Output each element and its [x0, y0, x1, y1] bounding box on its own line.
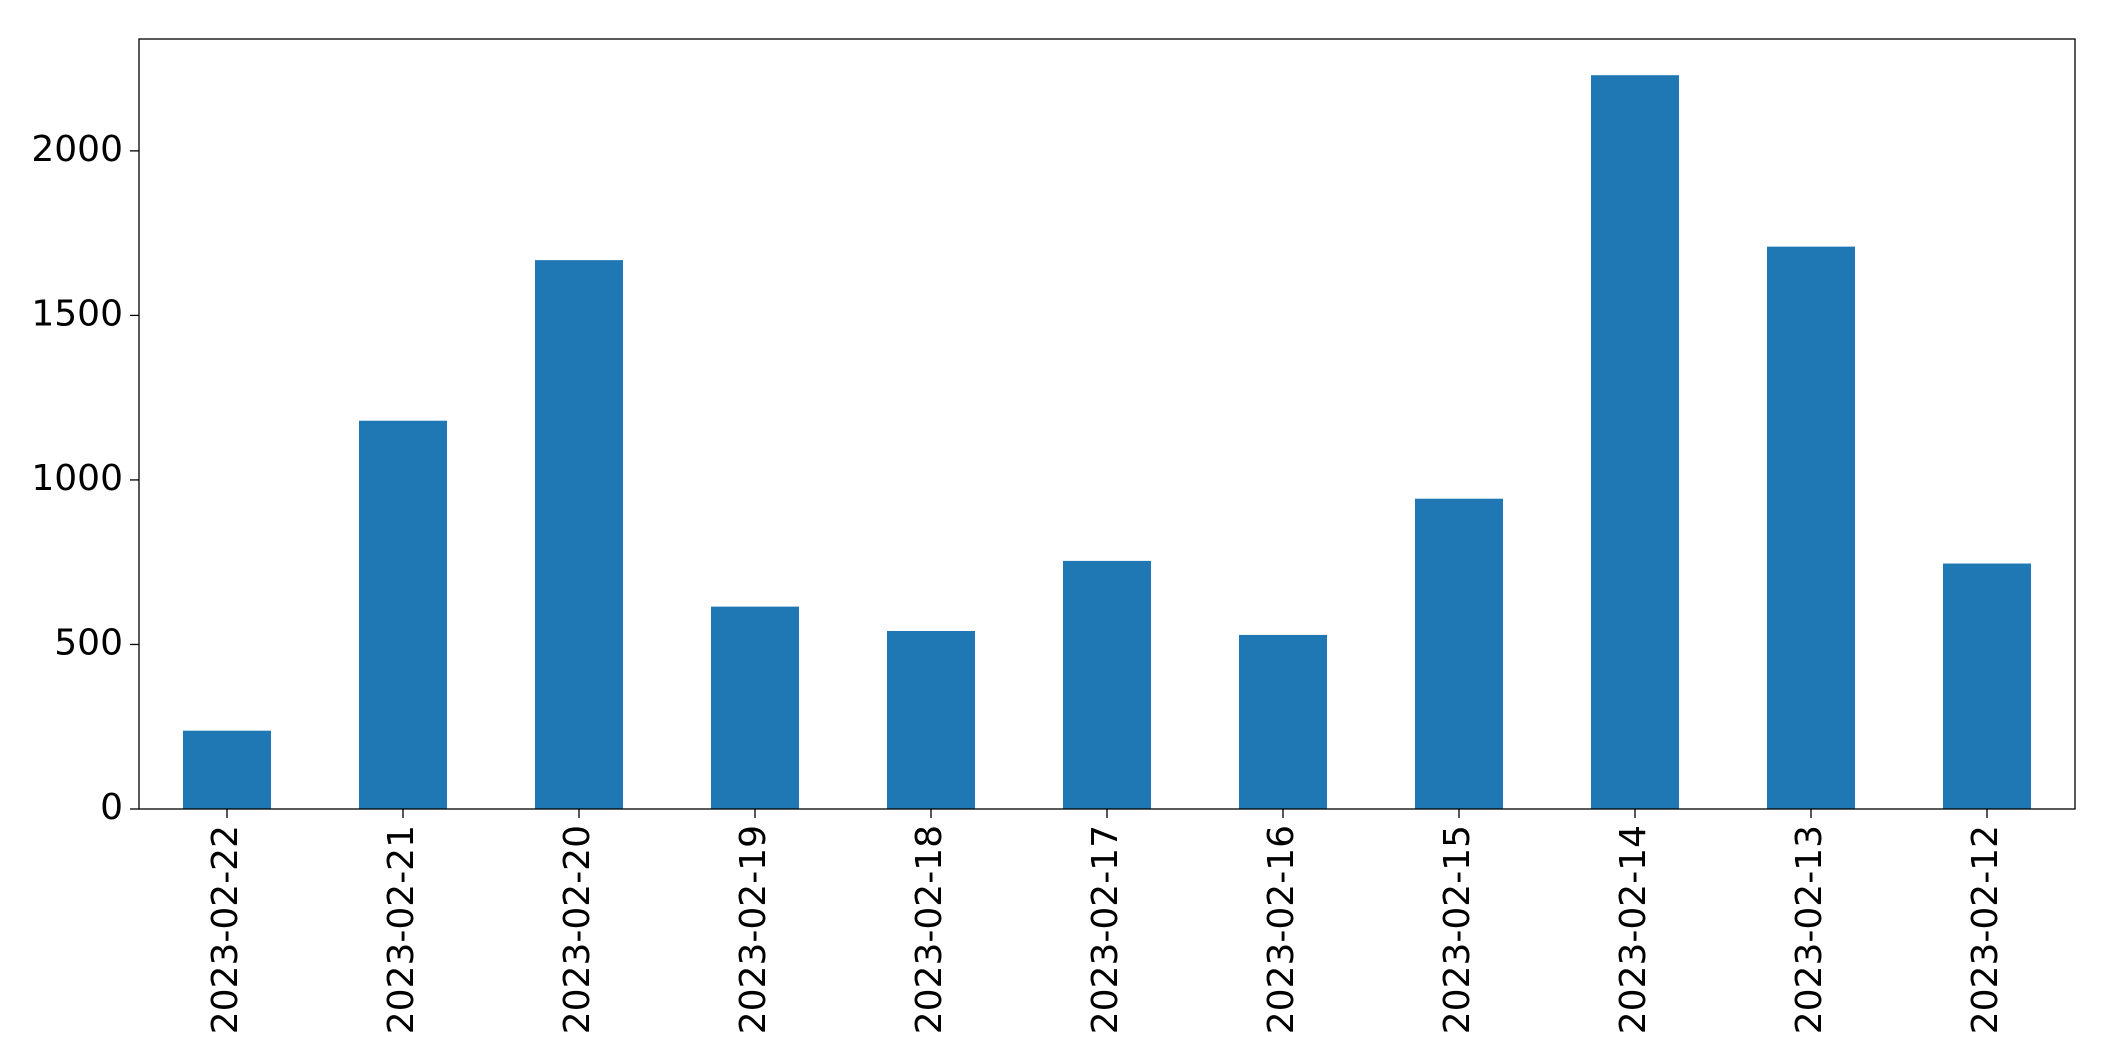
bar: [359, 420, 447, 809]
x-tick-label: 2023-02-16: [1261, 825, 1302, 1034]
x-tick-label: 2023-02-17: [1085, 825, 1126, 1034]
bar: [183, 730, 271, 809]
bar: [1063, 560, 1151, 809]
bar: [1415, 498, 1503, 809]
bar: [1767, 246, 1855, 810]
x-tick-label: 2023-02-20: [557, 825, 598, 1034]
bar: [711, 606, 799, 809]
x-tick-label: 2023-02-22: [205, 825, 246, 1034]
bar: [1239, 634, 1327, 809]
x-tick-label: 2023-02-18: [909, 825, 950, 1034]
x-tick-label: 2023-02-21: [381, 825, 422, 1034]
x-tick-label: 2023-02-13: [1789, 825, 1830, 1034]
y-tick-label: 0: [100, 787, 123, 828]
bar: [1943, 563, 2031, 809]
x-tick-label: 2023-02-15: [1437, 825, 1478, 1034]
y-tick-label: 500: [54, 622, 123, 663]
y-tick-label: 1000: [31, 458, 123, 499]
x-tick-label: 2023-02-14: [1613, 825, 1654, 1034]
plot-frame: [138, 38, 2076, 810]
bar: [887, 630, 975, 809]
x-tick-label: 2023-02-12: [1965, 825, 2006, 1034]
y-tick-label: 1500: [31, 293, 123, 334]
bar: [535, 260, 623, 810]
y-tick-label: 2000: [31, 129, 123, 170]
x-tick-label: 2023-02-19: [733, 825, 774, 1034]
bar: [1591, 75, 1679, 809]
